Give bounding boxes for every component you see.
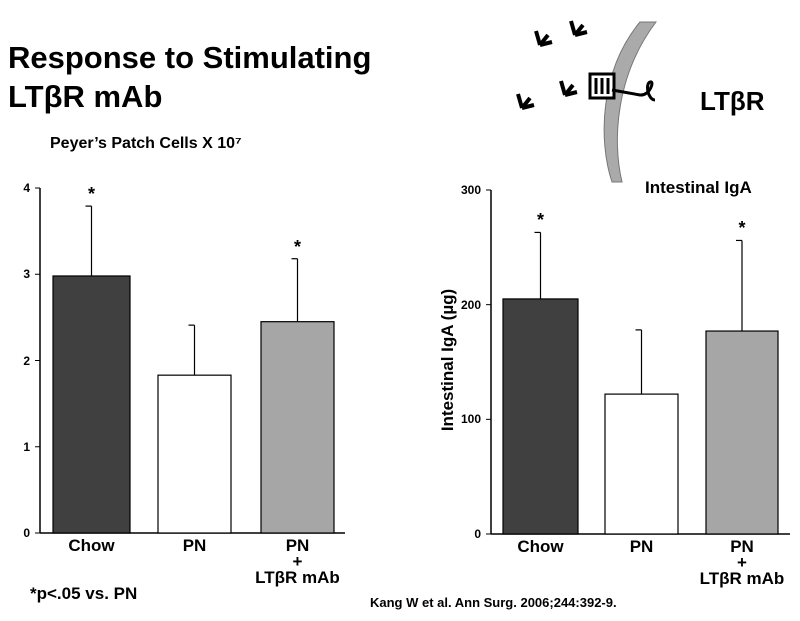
receptor-stripes: [594, 78, 610, 94]
bar: [604, 393, 679, 535]
chart-title: Peyer’s Patch Cells X 10⁷: [50, 135, 242, 152]
receptor-tail: [611, 80, 656, 102]
y-tick-label: 100: [460, 412, 481, 427]
y-tick-label: 4: [23, 181, 30, 195]
significance-marker: *: [293, 236, 301, 257]
slide-title: Response to Stimulating LTβR mAb: [8, 40, 372, 114]
x-tick-label: PN + LTβR mAb: [699, 537, 785, 588]
diagram: [516, 20, 658, 183]
y-tick-label: 0: [23, 526, 30, 540]
significance-marker: *: [87, 184, 95, 205]
significance-marker: *: [536, 210, 544, 231]
y-tick-label: 300: [460, 183, 481, 197]
diagram-label: LTβR: [700, 86, 765, 116]
antibodies: [516, 20, 588, 110]
significance-marker: *: [738, 218, 746, 239]
y-tick-label: 3: [23, 267, 30, 282]
chart-title: Intestinal IgA: [645, 178, 752, 197]
footnote: *p<.05 vs. PN: [30, 584, 138, 603]
bar: [502, 298, 579, 535]
x-tick-label: PN: [629, 537, 654, 556]
bar: [260, 321, 335, 534]
membrane: [603, 21, 658, 183]
citation: Kang W et al. Ann Surg. 2006;244:392-9.: [370, 595, 617, 610]
y-tick-label: 1: [23, 439, 30, 454]
x-tick-label: PN: [182, 536, 207, 555]
y-tick-label: 0: [474, 527, 481, 541]
y-tick-label: 2: [23, 353, 30, 368]
bar: [52, 275, 131, 534]
bar: [157, 374, 232, 534]
x-tick-label: Chow: [68, 536, 115, 555]
x-tick-label: PN + LTβR mAb: [255, 536, 340, 587]
bar: [705, 330, 779, 535]
x-tick-label: Chow: [517, 537, 564, 556]
y-axis-label: Intestinal IgA (µg): [438, 288, 457, 432]
y-tick-label: 200: [460, 297, 481, 312]
